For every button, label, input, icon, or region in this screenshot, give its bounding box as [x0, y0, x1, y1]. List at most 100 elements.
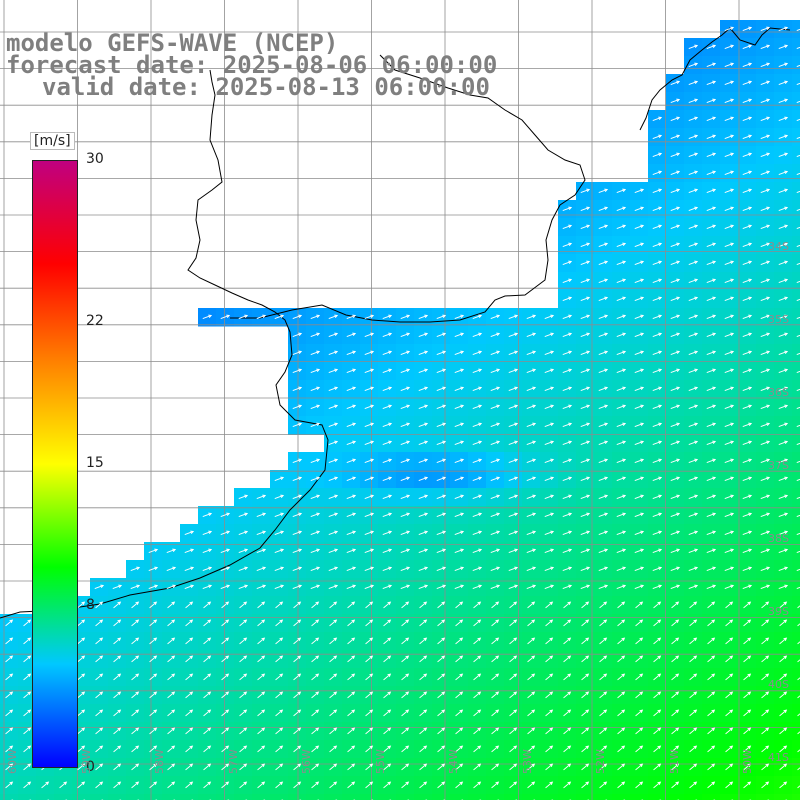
wind-arrow: [382, 386, 393, 391]
wind-arrow: [706, 278, 717, 283]
wind-arrow: [203, 709, 212, 717]
wind-arrow: [580, 476, 591, 481]
wind-arrow: [220, 512, 231, 517]
wind-arrow: [473, 637, 482, 645]
wind-arrow: [562, 566, 573, 571]
wind-arrow: [491, 601, 500, 609]
wind-arrow: [688, 404, 699, 409]
wind-arrow: [527, 745, 536, 753]
wind-arrow: [796, 82, 800, 85]
wind-arrow: [454, 332, 465, 337]
wind-arrow: [580, 350, 591, 355]
wind-arrow: [707, 691, 716, 699]
wind-arrow: [688, 332, 699, 337]
wind-arrow: [652, 476, 663, 481]
wind-arrow: [347, 673, 356, 681]
wind-arrow: [526, 332, 537, 337]
wind-arrow: [329, 619, 338, 627]
wind-arrow: [275, 637, 284, 645]
wind-arrow: [598, 206, 609, 211]
wind-arrow: [437, 727, 446, 735]
wind-arrow: [598, 548, 609, 553]
wind-arrow: [706, 368, 717, 373]
wind-arrow: [544, 332, 555, 337]
wind-arrow: [131, 601, 140, 609]
wind-arrow: [527, 655, 536, 663]
wind-arrow: [130, 566, 141, 571]
wind-arrow: [490, 458, 501, 463]
wind-arrow: [221, 781, 230, 789]
wind-arrow: [167, 655, 176, 663]
wind-arrow: [706, 170, 717, 175]
wind-arrow: [310, 314, 321, 319]
wind-cell: [684, 794, 703, 800]
wind-arrow: [400, 566, 411, 571]
wind-cell: [792, 686, 800, 705]
wind-arrow: [275, 691, 284, 699]
wind-arrow: [418, 332, 429, 337]
wind-cell: [792, 308, 800, 327]
wind-arrow: [670, 296, 681, 301]
wind-cell: [792, 452, 800, 471]
wind-arrow: [149, 691, 158, 699]
wind-arrow: [671, 727, 680, 735]
wind-arrow: [599, 745, 608, 753]
longitude-label: 59W: [79, 749, 93, 774]
wind-arrow: [563, 691, 572, 699]
wind-arrow: [796, 226, 800, 229]
wind-arrow: [725, 691, 734, 699]
wind-arrow: [437, 673, 446, 681]
wind-arrow: [580, 332, 591, 337]
wind-arrow: [580, 584, 591, 589]
wind-arrow: [508, 530, 519, 535]
wind-arrow: [796, 46, 800, 49]
wind-arrow: [778, 224, 789, 229]
wind-arrow: [328, 584, 339, 589]
wind-arrow: [382, 584, 393, 589]
wind-arrow: [203, 763, 212, 771]
wind-arrow: [256, 530, 267, 535]
wind-arrow: [634, 368, 645, 373]
wind-arrow: [688, 458, 699, 463]
latitude-label: 37S: [768, 459, 789, 472]
wind-arrow: [671, 709, 680, 717]
wind-arrow: [670, 332, 681, 337]
wind-arrow: [724, 170, 735, 175]
wind-arrow: [509, 781, 518, 789]
wind-arrow: [796, 118, 800, 121]
wind-arrow: [598, 386, 609, 391]
wind-arrow: [184, 584, 195, 589]
wind-arrow: [707, 655, 716, 663]
wind-arrow: [293, 691, 302, 699]
wind-cell: [792, 416, 800, 435]
wind-cell: [540, 794, 559, 800]
wind-arrow: [688, 584, 699, 589]
wind-arrow: [346, 512, 357, 517]
wind-arrow: [562, 206, 573, 211]
wind-arrow: [545, 781, 554, 789]
wind-arrow: [526, 458, 537, 463]
wind-arrow: [562, 422, 573, 427]
wind-arrow: [598, 566, 609, 571]
wind-arrow: [634, 188, 645, 193]
wind-arrow: [383, 619, 392, 627]
wind-arrow: [508, 422, 519, 427]
wind-arrow: [454, 512, 465, 517]
wind-arrow: [383, 781, 392, 789]
wind-arrow: [688, 62, 699, 67]
wind-arrow: [490, 548, 501, 553]
wind-cell: [702, 794, 721, 800]
wind-arrow: [742, 26, 753, 31]
wind-arrow: [527, 781, 536, 789]
wind-arrow: [238, 566, 249, 571]
wind-arrow: [239, 673, 248, 681]
wind-arrow: [202, 584, 213, 589]
wind-arrow: [131, 637, 140, 645]
wind-cell: [738, 794, 757, 800]
wind-cell: [720, 794, 739, 800]
wind-arrow: [706, 440, 717, 445]
wind-arrow: [238, 530, 249, 535]
wind-arrow: [239, 637, 248, 645]
wind-arrow: [347, 619, 356, 627]
wind-arrow: [418, 494, 429, 499]
